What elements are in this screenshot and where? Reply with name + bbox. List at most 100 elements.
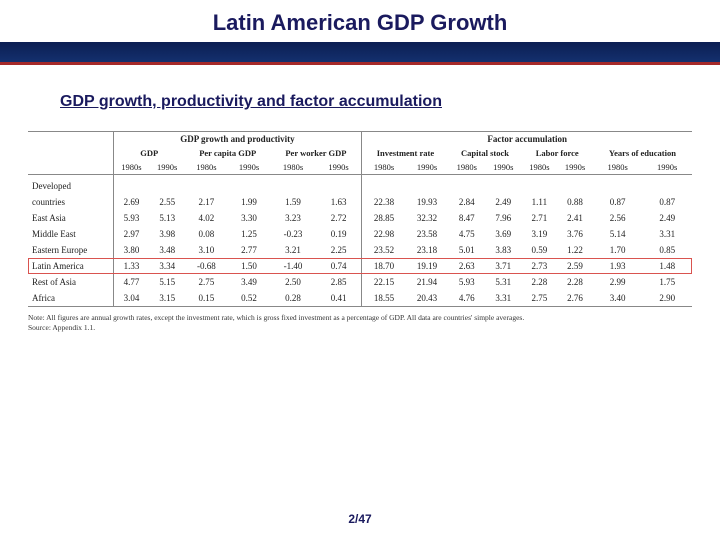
note-line-1: Note: All figures are annual growth rate… bbox=[28, 313, 524, 322]
data-cell: 2.72 bbox=[316, 210, 362, 226]
row-label: Middle East bbox=[28, 226, 113, 242]
data-cell: 1.99 bbox=[228, 194, 271, 210]
data-cell: 5.14 bbox=[593, 226, 643, 242]
col-education: Years of education bbox=[593, 146, 692, 160]
data-cell: 5.01 bbox=[448, 242, 485, 258]
data-cell: 3.10 bbox=[185, 242, 228, 258]
slide-subtitle: GDP growth, productivity and factor accu… bbox=[60, 93, 720, 111]
data-cell bbox=[642, 175, 692, 195]
data-cell: 0.88 bbox=[557, 194, 593, 210]
data-cell: 22.38 bbox=[362, 194, 406, 210]
data-cell: 1.22 bbox=[557, 242, 593, 258]
decade-cell: 1980s bbox=[185, 160, 228, 175]
data-cell: 2.56 bbox=[593, 210, 643, 226]
decade-cell: 1980s bbox=[270, 160, 315, 175]
col-gdp: GDP bbox=[113, 146, 185, 160]
data-cell: 3.31 bbox=[642, 226, 692, 242]
data-cell: 2.85 bbox=[316, 274, 362, 290]
page-number: 2/47 bbox=[0, 512, 720, 526]
data-cell: 1.63 bbox=[316, 194, 362, 210]
data-cell: 1.33 bbox=[113, 258, 149, 274]
header-bar-dark bbox=[0, 42, 720, 62]
row-label: Developed bbox=[28, 175, 113, 195]
decade-cell: 1990s bbox=[557, 160, 593, 175]
data-cell: 3.83 bbox=[485, 242, 522, 258]
data-cell: 2.55 bbox=[149, 194, 185, 210]
group-header-productivity: GDP growth and productivity bbox=[113, 132, 362, 147]
data-cell: 1.59 bbox=[270, 194, 315, 210]
data-cell: 3.76 bbox=[557, 226, 593, 242]
slide-header: Latin American GDP Growth bbox=[0, 0, 720, 65]
data-cell: 23.52 bbox=[362, 242, 406, 258]
data-cell: 2.49 bbox=[642, 210, 692, 226]
data-cell: 2.28 bbox=[522, 274, 558, 290]
col-capital: Capital stock bbox=[448, 146, 521, 160]
data-cell: 0.28 bbox=[270, 290, 315, 307]
decade-cell: 1990s bbox=[228, 160, 271, 175]
data-cell: 7.96 bbox=[485, 210, 522, 226]
data-cell bbox=[316, 175, 362, 195]
data-cell: 8.47 bbox=[448, 210, 485, 226]
row-label: Africa bbox=[28, 290, 113, 307]
data-cell: 0.87 bbox=[593, 194, 643, 210]
data-cell: 2.75 bbox=[522, 290, 558, 307]
data-cell: 2.25 bbox=[316, 242, 362, 258]
data-cell: 32.32 bbox=[406, 210, 449, 226]
data-cell: 0.59 bbox=[522, 242, 558, 258]
note-line-2: Source: Appendix 1.1. bbox=[28, 323, 95, 332]
data-cell: 2.17 bbox=[185, 194, 228, 210]
data-cell: -0.68 bbox=[185, 258, 228, 274]
data-cell: 3.21 bbox=[270, 242, 315, 258]
data-cell: 0.52 bbox=[228, 290, 271, 307]
data-cell: 2.99 bbox=[593, 274, 643, 290]
data-cell bbox=[185, 175, 228, 195]
data-cell: 2.50 bbox=[270, 274, 315, 290]
data-cell: 18.55 bbox=[362, 290, 406, 307]
data-cell: 2.73 bbox=[522, 258, 558, 274]
data-cell: 3.23 bbox=[270, 210, 315, 226]
decade-cell: 1990s bbox=[406, 160, 449, 175]
data-cell: 1.70 bbox=[593, 242, 643, 258]
col-investment: Investment rate bbox=[362, 146, 449, 160]
decade-cell: 1990s bbox=[149, 160, 185, 175]
slide-title: Latin American GDP Growth bbox=[0, 10, 720, 42]
row-label: Rest of Asia bbox=[28, 274, 113, 290]
data-cell: 23.58 bbox=[406, 226, 449, 242]
data-cell: 5.93 bbox=[113, 210, 149, 226]
data-cell: -1.40 bbox=[270, 258, 315, 274]
data-cell: 3.40 bbox=[593, 290, 643, 307]
table-decade-header-row: 1980s 1990s 1980s 1990s 1980s 1990s 1980… bbox=[28, 160, 692, 175]
row-label: East Asia bbox=[28, 210, 113, 226]
col-labor: Labor force bbox=[522, 146, 593, 160]
data-cell: 3.49 bbox=[228, 274, 271, 290]
data-cell: 0.87 bbox=[642, 194, 692, 210]
data-cell: 0.19 bbox=[316, 226, 362, 242]
data-cell: 0.85 bbox=[642, 242, 692, 258]
data-cell: 2.59 bbox=[557, 258, 593, 274]
table-note: Note: All figures are annual growth rate… bbox=[28, 313, 692, 333]
data-cell: 5.31 bbox=[485, 274, 522, 290]
data-cell: 22.98 bbox=[362, 226, 406, 242]
data-cell: 0.74 bbox=[316, 258, 362, 274]
data-cell bbox=[485, 175, 522, 195]
data-cell: 2.63 bbox=[448, 258, 485, 274]
data-cell: 0.08 bbox=[185, 226, 228, 242]
data-cell: 2.49 bbox=[485, 194, 522, 210]
data-cell: 0.41 bbox=[316, 290, 362, 307]
data-cell bbox=[228, 175, 271, 195]
data-cell: 4.02 bbox=[185, 210, 228, 226]
data-cell: 19.19 bbox=[406, 258, 449, 274]
data-cell: 3.69 bbox=[485, 226, 522, 242]
data-cell bbox=[149, 175, 185, 195]
col-perworker: Per worker GDP bbox=[270, 146, 362, 160]
data-cell: 4.77 bbox=[113, 274, 149, 290]
decade-cell: 1980s bbox=[448, 160, 485, 175]
data-cell: 3.31 bbox=[485, 290, 522, 307]
data-table-container: GDP growth and productivity Factor accum… bbox=[28, 131, 692, 307]
data-cell: 19.93 bbox=[406, 194, 449, 210]
data-cell: 2.75 bbox=[185, 274, 228, 290]
data-cell: 4.76 bbox=[448, 290, 485, 307]
data-cell: 2.84 bbox=[448, 194, 485, 210]
decade-cell: 1980s bbox=[113, 160, 149, 175]
data-cell: 3.04 bbox=[113, 290, 149, 307]
